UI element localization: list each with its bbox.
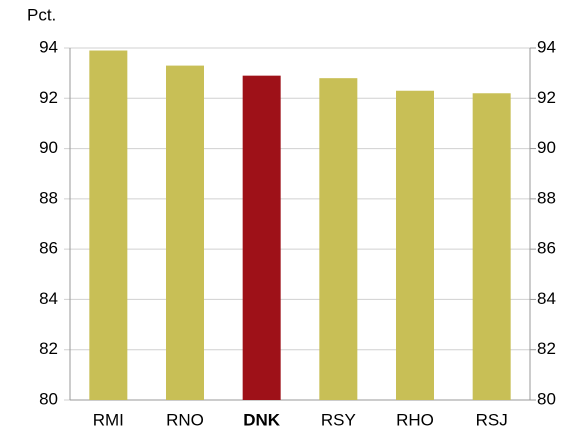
y-axis-label: Pct. [27, 5, 56, 24]
y2-tick-label: 80 [537, 389, 556, 408]
y-tick-label: 92 [39, 88, 58, 107]
x-tick-label: DNK [243, 410, 281, 429]
y2-tick-label: 94 [537, 37, 556, 56]
x-tick-label: RNO [166, 410, 204, 429]
y-tick-label: 86 [39, 239, 58, 258]
y-tick-label: 84 [39, 289, 58, 308]
bar [89, 50, 128, 401]
x-tick-label: RSY [321, 410, 356, 429]
y2-tick-label: 84 [537, 289, 556, 308]
bar [396, 90, 434, 400]
y2-tick-label: 92 [537, 88, 556, 107]
y-tick-label: 82 [39, 339, 58, 358]
x-tick-label: RSJ [476, 410, 508, 429]
y2-tick-label: 86 [537, 239, 556, 258]
x-tick-label: RMI [93, 410, 124, 429]
y-tick-label: 94 [39, 37, 58, 56]
bar [242, 75, 281, 401]
y2-tick-label: 82 [537, 339, 556, 358]
bar [472, 93, 511, 400]
x-tick-label: RHO [396, 410, 434, 429]
y2-tick-label: 88 [537, 188, 556, 207]
bar [166, 65, 204, 400]
y-tick-label: 88 [39, 188, 58, 207]
y2-tick-label: 90 [537, 138, 556, 157]
y-tick-label: 90 [39, 138, 58, 157]
bar [319, 78, 358, 401]
y-tick-label: 80 [39, 389, 58, 408]
